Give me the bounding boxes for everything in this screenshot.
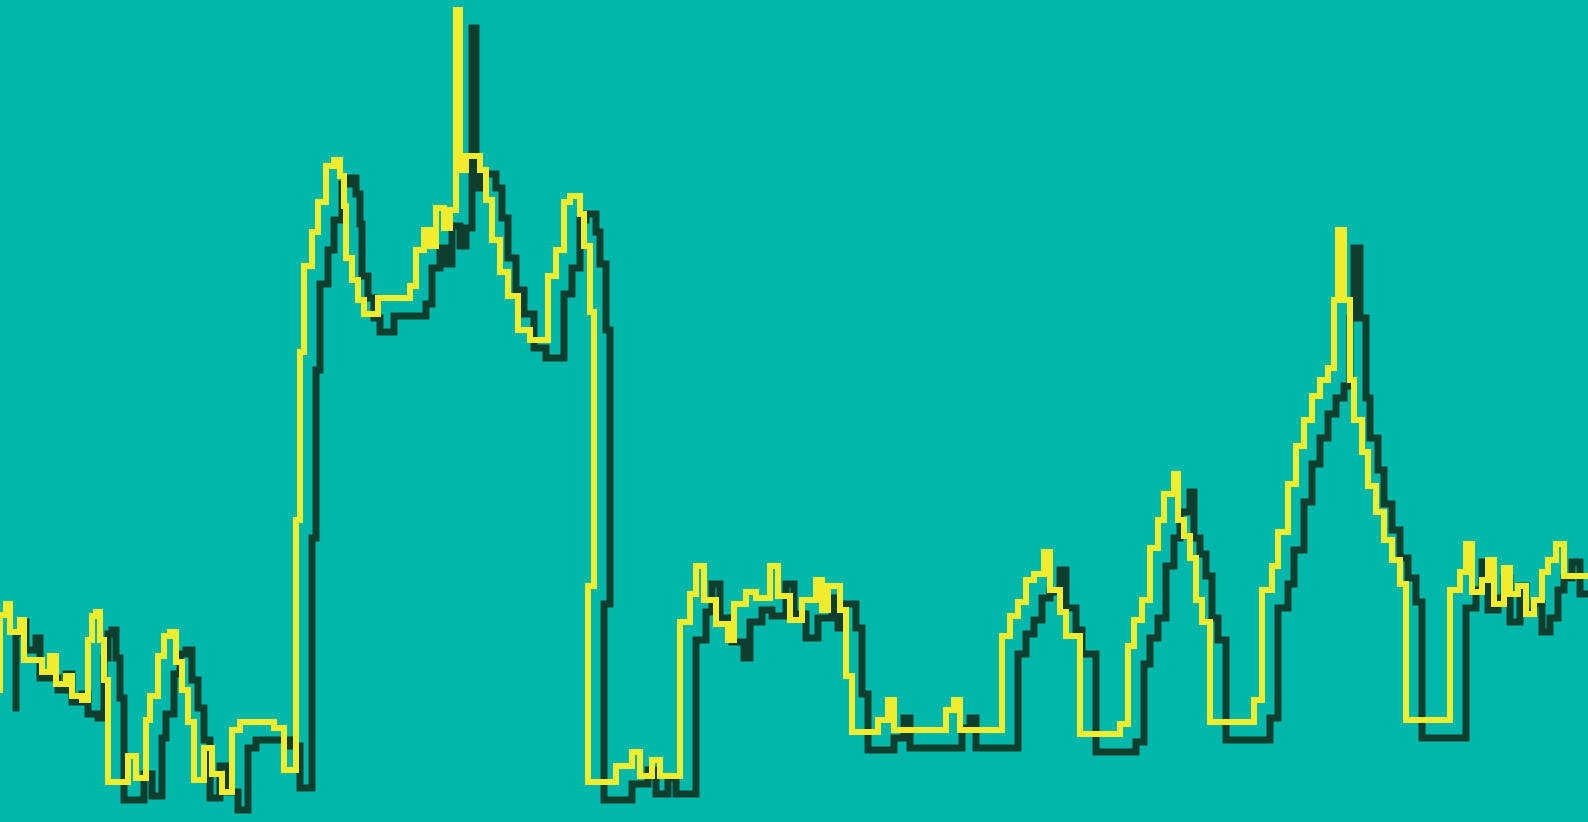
skyline-outlines: [0, 7, 1588, 814]
skyline-outline-front: [0, 7, 1588, 795]
